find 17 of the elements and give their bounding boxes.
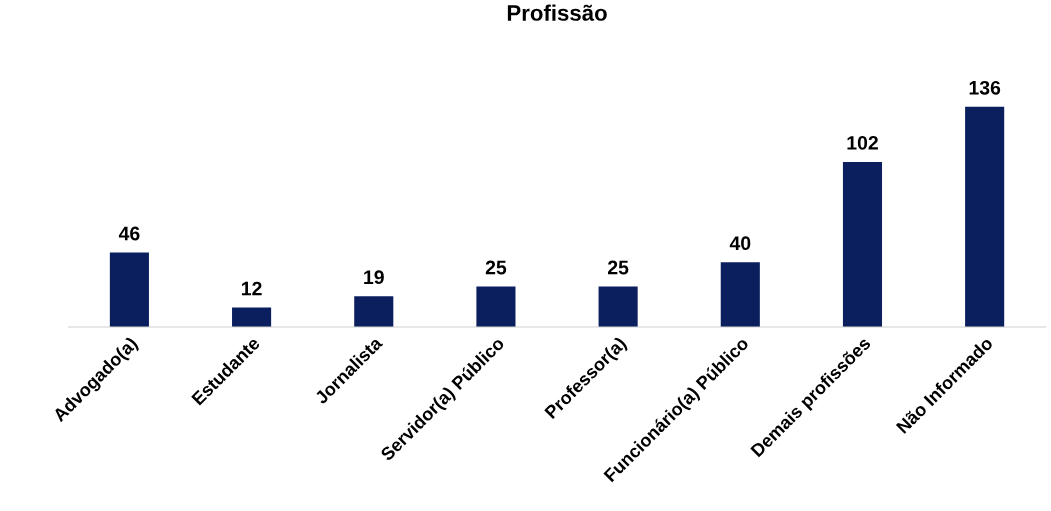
data-label: 12 — [241, 281, 262, 296]
bar — [842, 161, 883, 328]
bar — [354, 296, 394, 328]
bar — [232, 307, 272, 328]
bar — [598, 286, 638, 328]
data-label: 40 — [729, 236, 751, 251]
chart-title: Profissão — [507, 4, 607, 21]
data-label: 102 — [847, 135, 878, 150]
bar — [965, 106, 1005, 328]
bar — [476, 286, 516, 328]
data-label: 25 — [607, 260, 629, 275]
data-label: 25 — [485, 260, 507, 275]
data-label: 46 — [118, 226, 140, 241]
bar — [109, 252, 149, 328]
data-label: 19 — [364, 270, 384, 285]
bar — [720, 262, 760, 328]
data-label: 136 — [969, 80, 1001, 95]
